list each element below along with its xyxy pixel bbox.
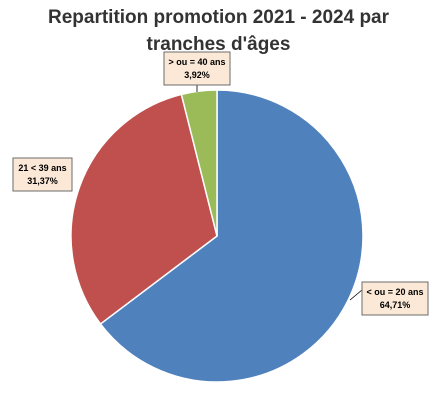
data-label-1: < ou = 20 ans 64,71% (361, 281, 429, 316)
data-label-category: < ou = 20 ans (366, 287, 423, 297)
pie-slice-1 (99, 89, 364, 383)
leader-line-1 (349, 289, 363, 301)
data-label-2: 21 < 39 ans 31,37% (12, 157, 73, 192)
pie-slice-3 (180, 89, 218, 237)
data-label-value: 3,92% (184, 70, 210, 80)
data-label-value: 64,71% (380, 300, 411, 310)
data-label-box (163, 51, 231, 86)
data-label-category: > ou = 40 ans (168, 57, 225, 67)
chart-title-line-1: Repartition promotion 2021 - 2024 par (47, 7, 390, 28)
data-label-box (361, 281, 429, 316)
data-label-category: 21 < 39 ans (18, 163, 66, 173)
pie-slice-2 (70, 93, 218, 326)
data-label-3: > ou = 40 ans 3,92% (163, 51, 231, 86)
data-label-value: 31,37% (27, 176, 58, 186)
data-label-box (12, 157, 73, 192)
chart-title-line-2: tranches d'âges (146, 34, 291, 55)
chart-title: Repartition promotion 2021 - 2024 par tr… (0, 4, 437, 58)
